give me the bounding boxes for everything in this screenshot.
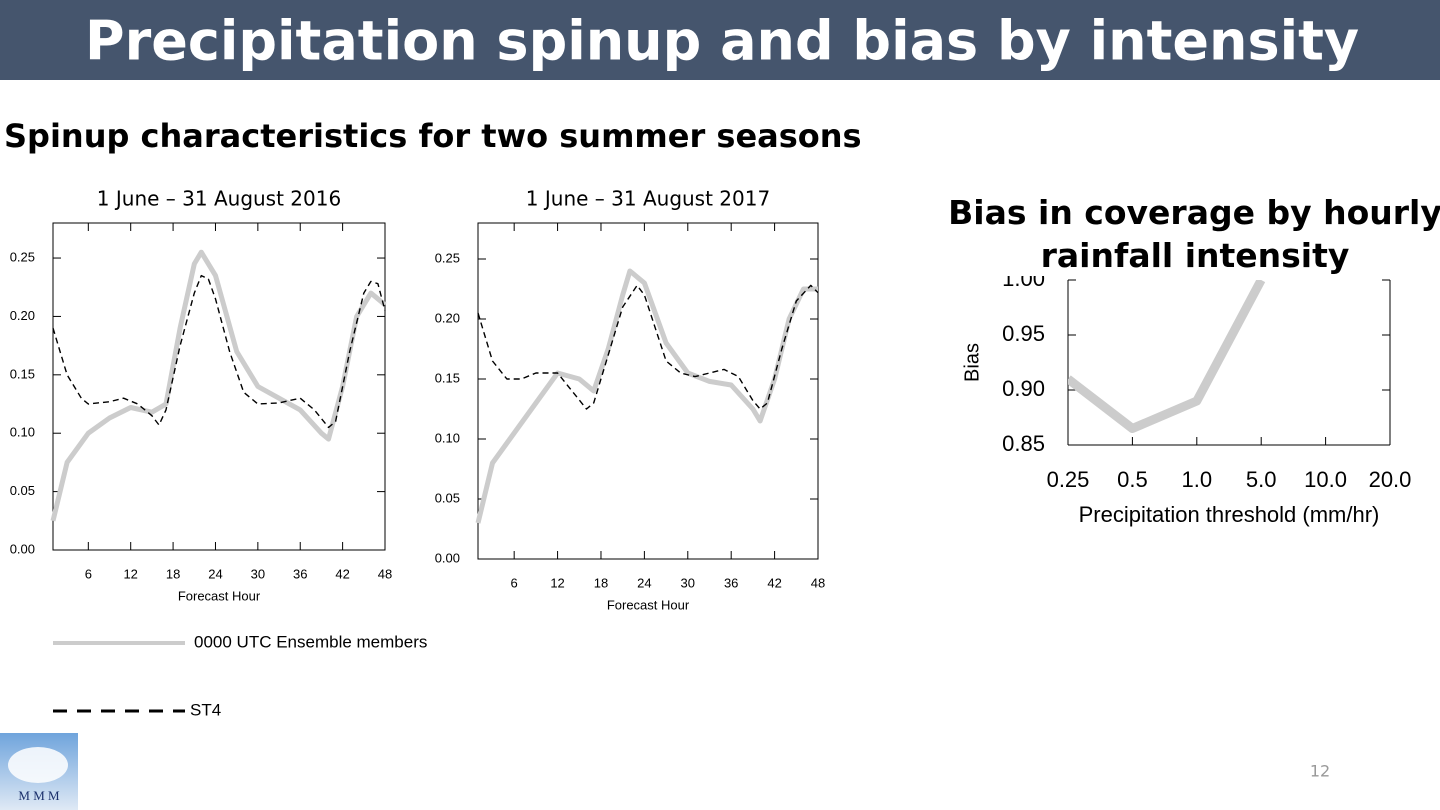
- x-axis-title: Precipitation threshold (mm/hr): [1079, 502, 1380, 527]
- page-number: 12: [1310, 762, 1330, 781]
- plot-frame: [477, 222, 819, 560]
- x-tick-label: 30: [251, 566, 265, 581]
- y-tick-label: 0.10: [435, 430, 460, 445]
- x-tick-label: 0.25: [1047, 467, 1090, 492]
- y-tick-label: 0.95: [1002, 321, 1045, 346]
- x-tick-label: 1.0: [1182, 467, 1213, 492]
- x-tick-label: 10.0: [1304, 467, 1347, 492]
- x-axis-title: Forecast Hour: [178, 588, 261, 603]
- chart-title: 1 June – 31 August 2017: [526, 187, 770, 211]
- x-tick-label: 36: [724, 575, 738, 590]
- y-tick-label: 0.20: [10, 308, 35, 323]
- slide-subtitle: Spinup characteristics for two summer se…: [4, 117, 862, 155]
- x-tick-label: 6: [511, 575, 518, 590]
- x-tick-label: 0.5: [1117, 467, 1148, 492]
- x-tick-label: 42: [767, 575, 781, 590]
- y-tick-label: 0.90: [1002, 376, 1045, 401]
- x-tick-label: 30: [681, 575, 695, 590]
- plot-frame: [52, 222, 386, 551]
- x-tick-label: 20.0: [1369, 467, 1412, 492]
- y-tick-label: 0.05: [435, 490, 460, 505]
- legend-label: 0000 UTC Ensemble members: [194, 632, 427, 651]
- y-tick-label: 0.15: [10, 366, 35, 381]
- x-tick-label: 5.0: [1246, 467, 1277, 492]
- y-tick-label: 0.00: [435, 550, 460, 565]
- x-tick-label: 18: [594, 575, 608, 590]
- title-bar: [0, 0, 1440, 80]
- y-tick-label: 0.00: [10, 541, 35, 556]
- x-tick-label: 48: [378, 566, 392, 581]
- bias-line: [1068, 280, 1266, 433]
- y-tick-label: 0.85: [1002, 431, 1045, 456]
- x-tick-label: 48: [811, 575, 825, 590]
- y-axis-title: Bias: [961, 343, 983, 382]
- logo-cloud: [8, 747, 68, 783]
- chart-title: 1 June – 31 August 2016: [97, 187, 341, 211]
- x-tick-label: 18: [166, 566, 180, 581]
- y-tick-label: 0.05: [10, 483, 35, 498]
- logo-text: M M M: [18, 788, 60, 803]
- x-tick-label: 24: [208, 566, 222, 581]
- slide-title: Precipitation spinup and bias by intensi…: [85, 10, 1359, 73]
- x-tick-label: 12: [550, 575, 564, 590]
- ensemble-line: [475, 268, 818, 524]
- x-tick-label: 36: [293, 566, 307, 581]
- x-tick-label: 6: [85, 566, 92, 581]
- title-backdrop: [960, 188, 1430, 276]
- dashed-line: [52, 274, 386, 429]
- plot-area: [1068, 280, 1266, 433]
- x-axis-title: Forecast Hour: [607, 597, 690, 612]
- ensemble-line: [50, 249, 387, 522]
- y-tick-label: 0.25: [435, 250, 460, 265]
- y-tick-label: 0.20: [435, 310, 460, 325]
- y-tick-label: 0.10: [10, 425, 35, 440]
- y-tick-label: 0.15: [435, 370, 460, 385]
- legend-label: ST4: [190, 700, 221, 719]
- dashed-line: [477, 284, 819, 410]
- x-tick-label: 42: [335, 566, 349, 581]
- x-tick-label: 24: [637, 575, 651, 590]
- x-tick-label: 12: [123, 566, 137, 581]
- chart-title: Bias in coverage by hourly rainfall inten…: [948, 193, 1440, 275]
- y-tick-label: 0.25: [10, 249, 35, 264]
